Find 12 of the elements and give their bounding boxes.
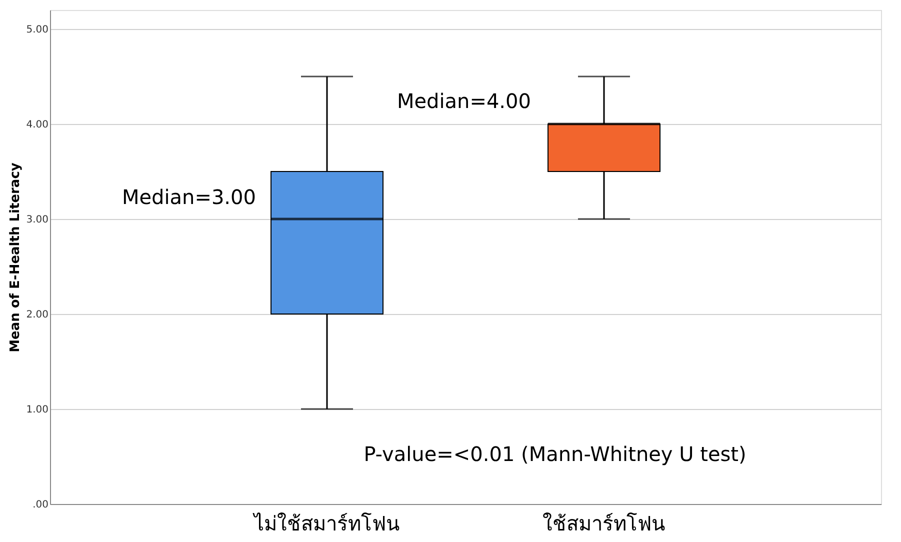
x-tick-label: ใช้สมาร์ทโฟน (542, 512, 666, 536)
y-tick-label: 5.00 (26, 24, 48, 36)
annotation: Median=4.00 (396, 89, 531, 113)
annotation: Median=3.00 (122, 185, 256, 209)
y-tick-label: 4.00 (26, 120, 48, 130)
y-tick-label: 3.00 (26, 214, 48, 226)
annotation: P-value=<0.01 (Mann-Whitney U test) (364, 442, 746, 466)
y-tick-label: 2.00 (26, 310, 48, 320)
y-tick-label: 1.00 (26, 404, 48, 416)
y-tick-label: .00 (32, 500, 48, 510)
x-tick-label: ไม่ใช้สมาร์ทโฟน (252, 512, 400, 536)
y-axis-title: Mean of E-Health Literacy (8, 162, 24, 352)
